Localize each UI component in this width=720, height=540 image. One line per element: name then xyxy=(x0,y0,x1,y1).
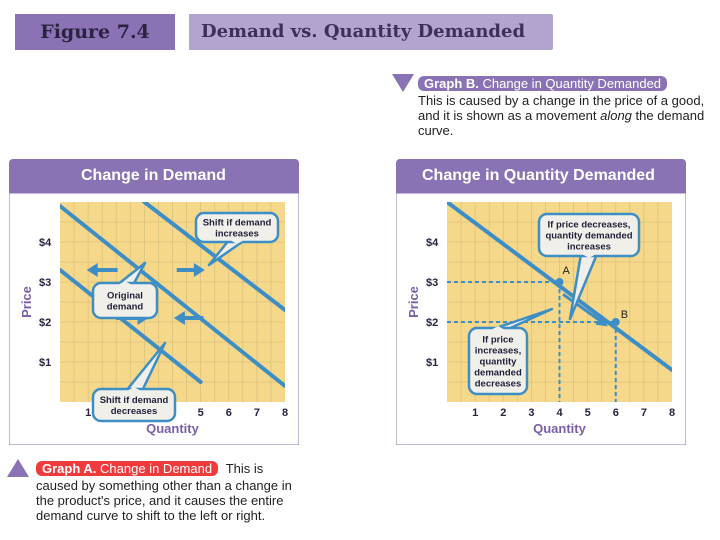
shift-arrowhead-right xyxy=(193,263,205,277)
x-tick-label: 1 xyxy=(85,407,91,419)
callout-shift-increase-text: increases xyxy=(215,229,259,240)
banner-divider xyxy=(175,14,189,50)
x-tick-label: 5 xyxy=(585,407,591,419)
graph-b-caption-line: and it is shown as a movement along the … xyxy=(418,108,705,123)
callout-shift-decrease-text: decreases xyxy=(111,406,157,417)
x-tick-label: 7 xyxy=(641,407,647,419)
graph-a-marker-icon xyxy=(7,459,29,477)
point-label-b: B xyxy=(621,309,628,321)
graph-a-caption-line: the product's price, and it causes the e… xyxy=(36,493,284,508)
callout-price-increase-text: quantity xyxy=(480,357,518,368)
graph-a-caption: Graph A. Change in Demand This is caused… xyxy=(36,461,316,523)
x-tick-label: 2 xyxy=(500,407,506,419)
callout-price-decrease-text: increases xyxy=(567,242,611,253)
graph-b-caption-line: curve. xyxy=(418,123,454,138)
y-tick-label: $2 xyxy=(39,317,51,329)
shift-arrowhead-left xyxy=(86,263,98,277)
figure-title: Demand vs. Quantity Demanded xyxy=(201,21,526,42)
demand-curve-shift-if-demand-decreases xyxy=(60,268,203,384)
callout-price-decrease-text: quantity demanded xyxy=(545,231,632,242)
movement-arrow xyxy=(562,293,601,322)
graph-a-caption-heading: Graph A. Change in Demand xyxy=(36,461,219,476)
callout-original-demand-text: Original xyxy=(107,291,143,302)
x-tick-label: 4 xyxy=(556,407,563,419)
callout-shift-decrease-text: Shift if demand xyxy=(100,395,169,406)
panel-a-title-bar: Change in Demand xyxy=(9,159,299,193)
panel-change-in-demand: Change in Demand 12345678$1$2$3$4Quantit… xyxy=(9,159,299,445)
y-tick-label: $1 xyxy=(39,357,51,369)
x-tick-label: 8 xyxy=(669,407,675,419)
x-tick-label: 7 xyxy=(254,407,260,419)
y-tick-label: $4 xyxy=(39,237,52,249)
callout-original-demand-pointer-fill xyxy=(118,281,132,285)
x-axis-label: Quantity xyxy=(533,421,586,436)
graph-b-caption-heading: Graph B. Change in Quantity Demanded xyxy=(418,76,668,91)
y-tick-label: $3 xyxy=(426,277,438,289)
point-label-a: A xyxy=(563,265,571,277)
panel-a-title: Change in Demand xyxy=(81,167,226,184)
panel-change-in-quantity-demanded: Change in Quantity Demanded 1 2 3 4 5 6 7 8 $1 $2… xyxy=(396,159,686,445)
y-tick-label: $4 xyxy=(426,237,439,249)
data-point-b xyxy=(611,318,620,326)
callout-price-increase-pointer-fill xyxy=(491,326,505,330)
graph-a-caption-line: caused by something other than a change … xyxy=(36,478,292,493)
y-axis-label: Price xyxy=(406,286,421,318)
figure-number: Figure 7.4 xyxy=(15,14,175,50)
panel-b-title: Change in Quantity Demanded xyxy=(422,167,655,184)
callout-shift-increase-text: Shift if demand xyxy=(203,218,272,229)
figure-banner: Figure 7.4 Demand vs. Quantity Demanded xyxy=(15,14,553,50)
y-axis-label: Price xyxy=(19,286,34,318)
panel-b-title-bar: Change in Quantity Demanded xyxy=(396,159,686,193)
callout-original-demand-text: demand xyxy=(107,302,144,313)
callout-price-increase-text: increases, xyxy=(475,346,521,357)
x-axis-label: Quantity xyxy=(146,421,199,436)
x-tick-label: 8 xyxy=(282,407,288,419)
graph-b-marker-icon xyxy=(392,74,414,92)
x-tick-label: 5 xyxy=(198,407,204,419)
callout-price-increase-text: If price xyxy=(482,335,513,346)
callout-shift-increase-pointer-fill xyxy=(230,240,244,244)
y-tick-label: $1 xyxy=(426,357,438,369)
x-tick-label: 6 xyxy=(226,407,232,419)
x-tick-label: 6 xyxy=(613,407,619,419)
shift-arrowhead-left xyxy=(173,311,185,325)
callout-price-increase-text: demanded xyxy=(474,368,522,379)
callout-price-decrease-pointer-fill xyxy=(582,254,596,258)
graph-a-caption-line: This is xyxy=(225,461,264,476)
callout-price-increase-text: decreases xyxy=(475,379,521,390)
callout-price-decrease-text: If price decreases, xyxy=(548,220,631,231)
demand-curve-original-demand xyxy=(60,204,285,388)
graph-b-caption-line: This is caused by a change in the price … xyxy=(418,93,705,108)
callout-shift-decrease-pointer-fill xyxy=(127,387,141,391)
x-tick-label: 1 xyxy=(472,407,478,419)
graph-a-caption-line: demand curve to shift to the left or rig… xyxy=(36,508,266,523)
graph-b-caption: Graph B. Change in Quantity Demanded Thi… xyxy=(418,76,714,138)
y-tick-label: $2 xyxy=(426,317,438,329)
chart-b-plot: 1 2 3 4 5 6 7 8 $1 $2 $3 $4 Quantity Price A B If price … xyxy=(396,193,686,445)
data-point-a xyxy=(555,278,564,286)
y-tick-label: $3 xyxy=(39,277,51,289)
x-tick-label: 3 xyxy=(528,407,534,419)
movement-arrowhead xyxy=(595,314,608,327)
